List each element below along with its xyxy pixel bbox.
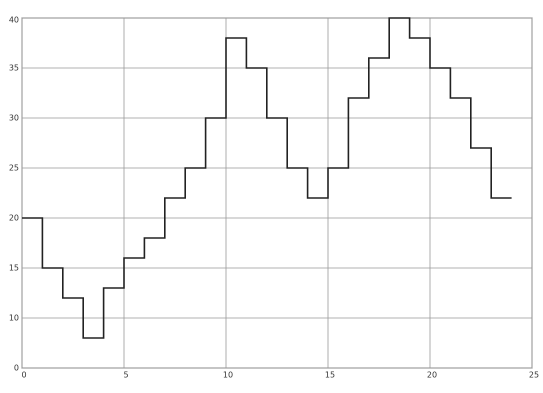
x-tick-label: 0 [21, 371, 26, 380]
y-tick-label: 10 [9, 314, 19, 323]
x-tick-label: 15 [325, 371, 335, 380]
x-tick-label: 5 [123, 371, 128, 380]
x-tick-label: 20 [427, 371, 437, 380]
y-tick-label: 40 [9, 16, 19, 25]
x-tick-label: 25 [529, 371, 539, 380]
y-tick-label: 25 [9, 164, 19, 173]
plot-area [21, 17, 533, 369]
x-tick-label: 10 [223, 371, 233, 380]
step-line [22, 17, 512, 339]
y-tick-label: 30 [9, 114, 19, 123]
y-tick-label: 35 [9, 64, 19, 73]
y-tick-label: 15 [9, 264, 19, 273]
y-tick-label: 0 [14, 364, 19, 373]
y-tick-label: 20 [9, 214, 19, 223]
